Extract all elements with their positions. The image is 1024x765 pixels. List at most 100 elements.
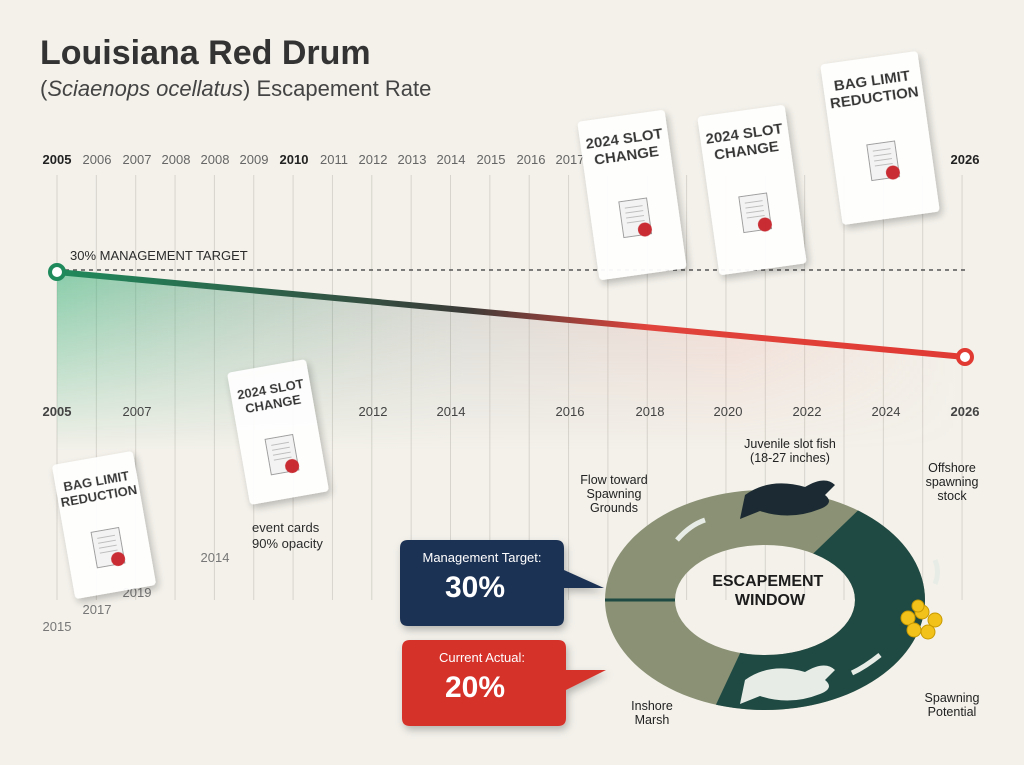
card-body (577, 110, 687, 280)
scattered-year: 2015 (43, 619, 72, 634)
ring-dark (690, 490, 925, 710)
flow-arrow (675, 517, 706, 542)
cycle-label-line: Grounds (590, 501, 638, 515)
cycle-label-line: Potential (928, 705, 977, 719)
bottom-year: 2016 (556, 404, 585, 419)
bottom-year: 2024 (872, 404, 901, 419)
top-year: 2008 (201, 152, 230, 167)
document-text (624, 205, 643, 209)
seal-icon (757, 217, 772, 232)
document-text (625, 210, 644, 214)
document-text (872, 148, 891, 152)
cycle-label: Flow toward Spawning Grounds (580, 473, 647, 515)
document-text (271, 441, 290, 446)
card-body (697, 105, 807, 275)
top-year: 2007 (123, 152, 152, 167)
document-text (745, 205, 764, 209)
document-text (272, 446, 290, 451)
cycle-label-line: Inshore (631, 699, 673, 713)
cycle-label: Offshore spawning stock (926, 461, 979, 503)
document-text (874, 158, 893, 162)
document-text (746, 214, 765, 219)
document-text (874, 162, 893, 167)
title: Louisiana Red Drum (40, 34, 371, 72)
actual-callout-box (402, 640, 606, 726)
top-year: 2015 (477, 152, 506, 167)
trend-line (54, 269, 968, 360)
card-body (820, 51, 940, 225)
card-body (227, 359, 329, 505)
cycle-label-line: Offshore (928, 461, 976, 475)
flow-arrow (850, 653, 882, 676)
seal-icon (637, 222, 652, 237)
cycle-label-line: Spawning (925, 691, 980, 705)
document-text (626, 219, 645, 224)
scattered-year: 2017 (83, 602, 112, 617)
document-text (99, 549, 118, 554)
top-year: 2014 (437, 152, 466, 167)
top-year: 2016 (517, 152, 546, 167)
bottom-year: 2022 (793, 404, 822, 419)
document-text (744, 200, 763, 204)
target-callout-box (400, 540, 604, 626)
cycle-label-line: Spawning (587, 487, 642, 501)
trend-glow (57, 272, 965, 450)
seal-icon (111, 552, 126, 567)
note-line: event cards (252, 520, 320, 535)
ring-center-line: WINDOW (735, 592, 806, 609)
scattered-year: 2014 (201, 550, 230, 565)
callout-value: 30% (445, 571, 505, 604)
bottom-year: 2005 (43, 404, 72, 419)
bottom-year: 2012 (359, 404, 388, 419)
top-year: 2013 (398, 152, 427, 167)
document-text (98, 539, 116, 544)
bottom-year: 2026 (951, 404, 980, 419)
top-year: 2012 (359, 152, 388, 167)
bottom-year: 2020 (714, 404, 743, 419)
callout-label: Current Actual: (439, 650, 525, 665)
subtitle-open: ( (40, 76, 48, 101)
cycle-diagram: ESCAPEMENT WINDOW (605, 480, 943, 710)
top-year: 2005 (43, 152, 72, 167)
ring-center: ESCAPEMENT WINDOW (712, 573, 828, 609)
year-labels: 2005 2006 2007 2008 2008 2009 2010 2011 2012 2013… (43, 152, 980, 634)
end-point (956, 348, 974, 366)
cycle-label-line: spawning (926, 475, 979, 489)
top-year: 2026 (951, 152, 980, 167)
ring-center-line: ESCAPEMENT (712, 573, 823, 590)
document-text (626, 215, 645, 219)
top-year: 2008 (162, 152, 191, 167)
document-text (272, 451, 291, 456)
cycle-label-line: Juvenile slot fish (744, 437, 836, 451)
top-year: 2011 (320, 152, 348, 167)
cycle-label-line: (18-27 inches) (750, 451, 830, 465)
seal-icon (285, 459, 300, 474)
cycle-label: Juvenile slot fish (18-27 inches) (744, 437, 836, 465)
document-text (746, 210, 765, 214)
start-point (48, 263, 66, 281)
document-text (98, 544, 117, 549)
target-label: 30% MANAGEMENT TARGET (70, 248, 248, 263)
bottom-year: 2007 (123, 404, 152, 419)
flow-arrow (932, 559, 940, 585)
callout-value: 20% (445, 671, 505, 704)
document-text (97, 534, 116, 539)
cycle-label-line: Flow toward (580, 473, 647, 487)
cycle-label-line: stock (937, 489, 967, 503)
seal-icon (885, 165, 900, 180)
top-year: 2006 (83, 152, 112, 167)
cycle-label-line: Marsh (635, 713, 670, 727)
callout-label: Management Target: (423, 550, 542, 565)
egg-icon (900, 599, 943, 640)
cycle-label: Spawning Potential (925, 691, 980, 719)
note-line: 90% opacity (252, 536, 323, 551)
cycle-labels: Juvenile slot fish (18-27 inches) Offshore… (580, 437, 979, 727)
